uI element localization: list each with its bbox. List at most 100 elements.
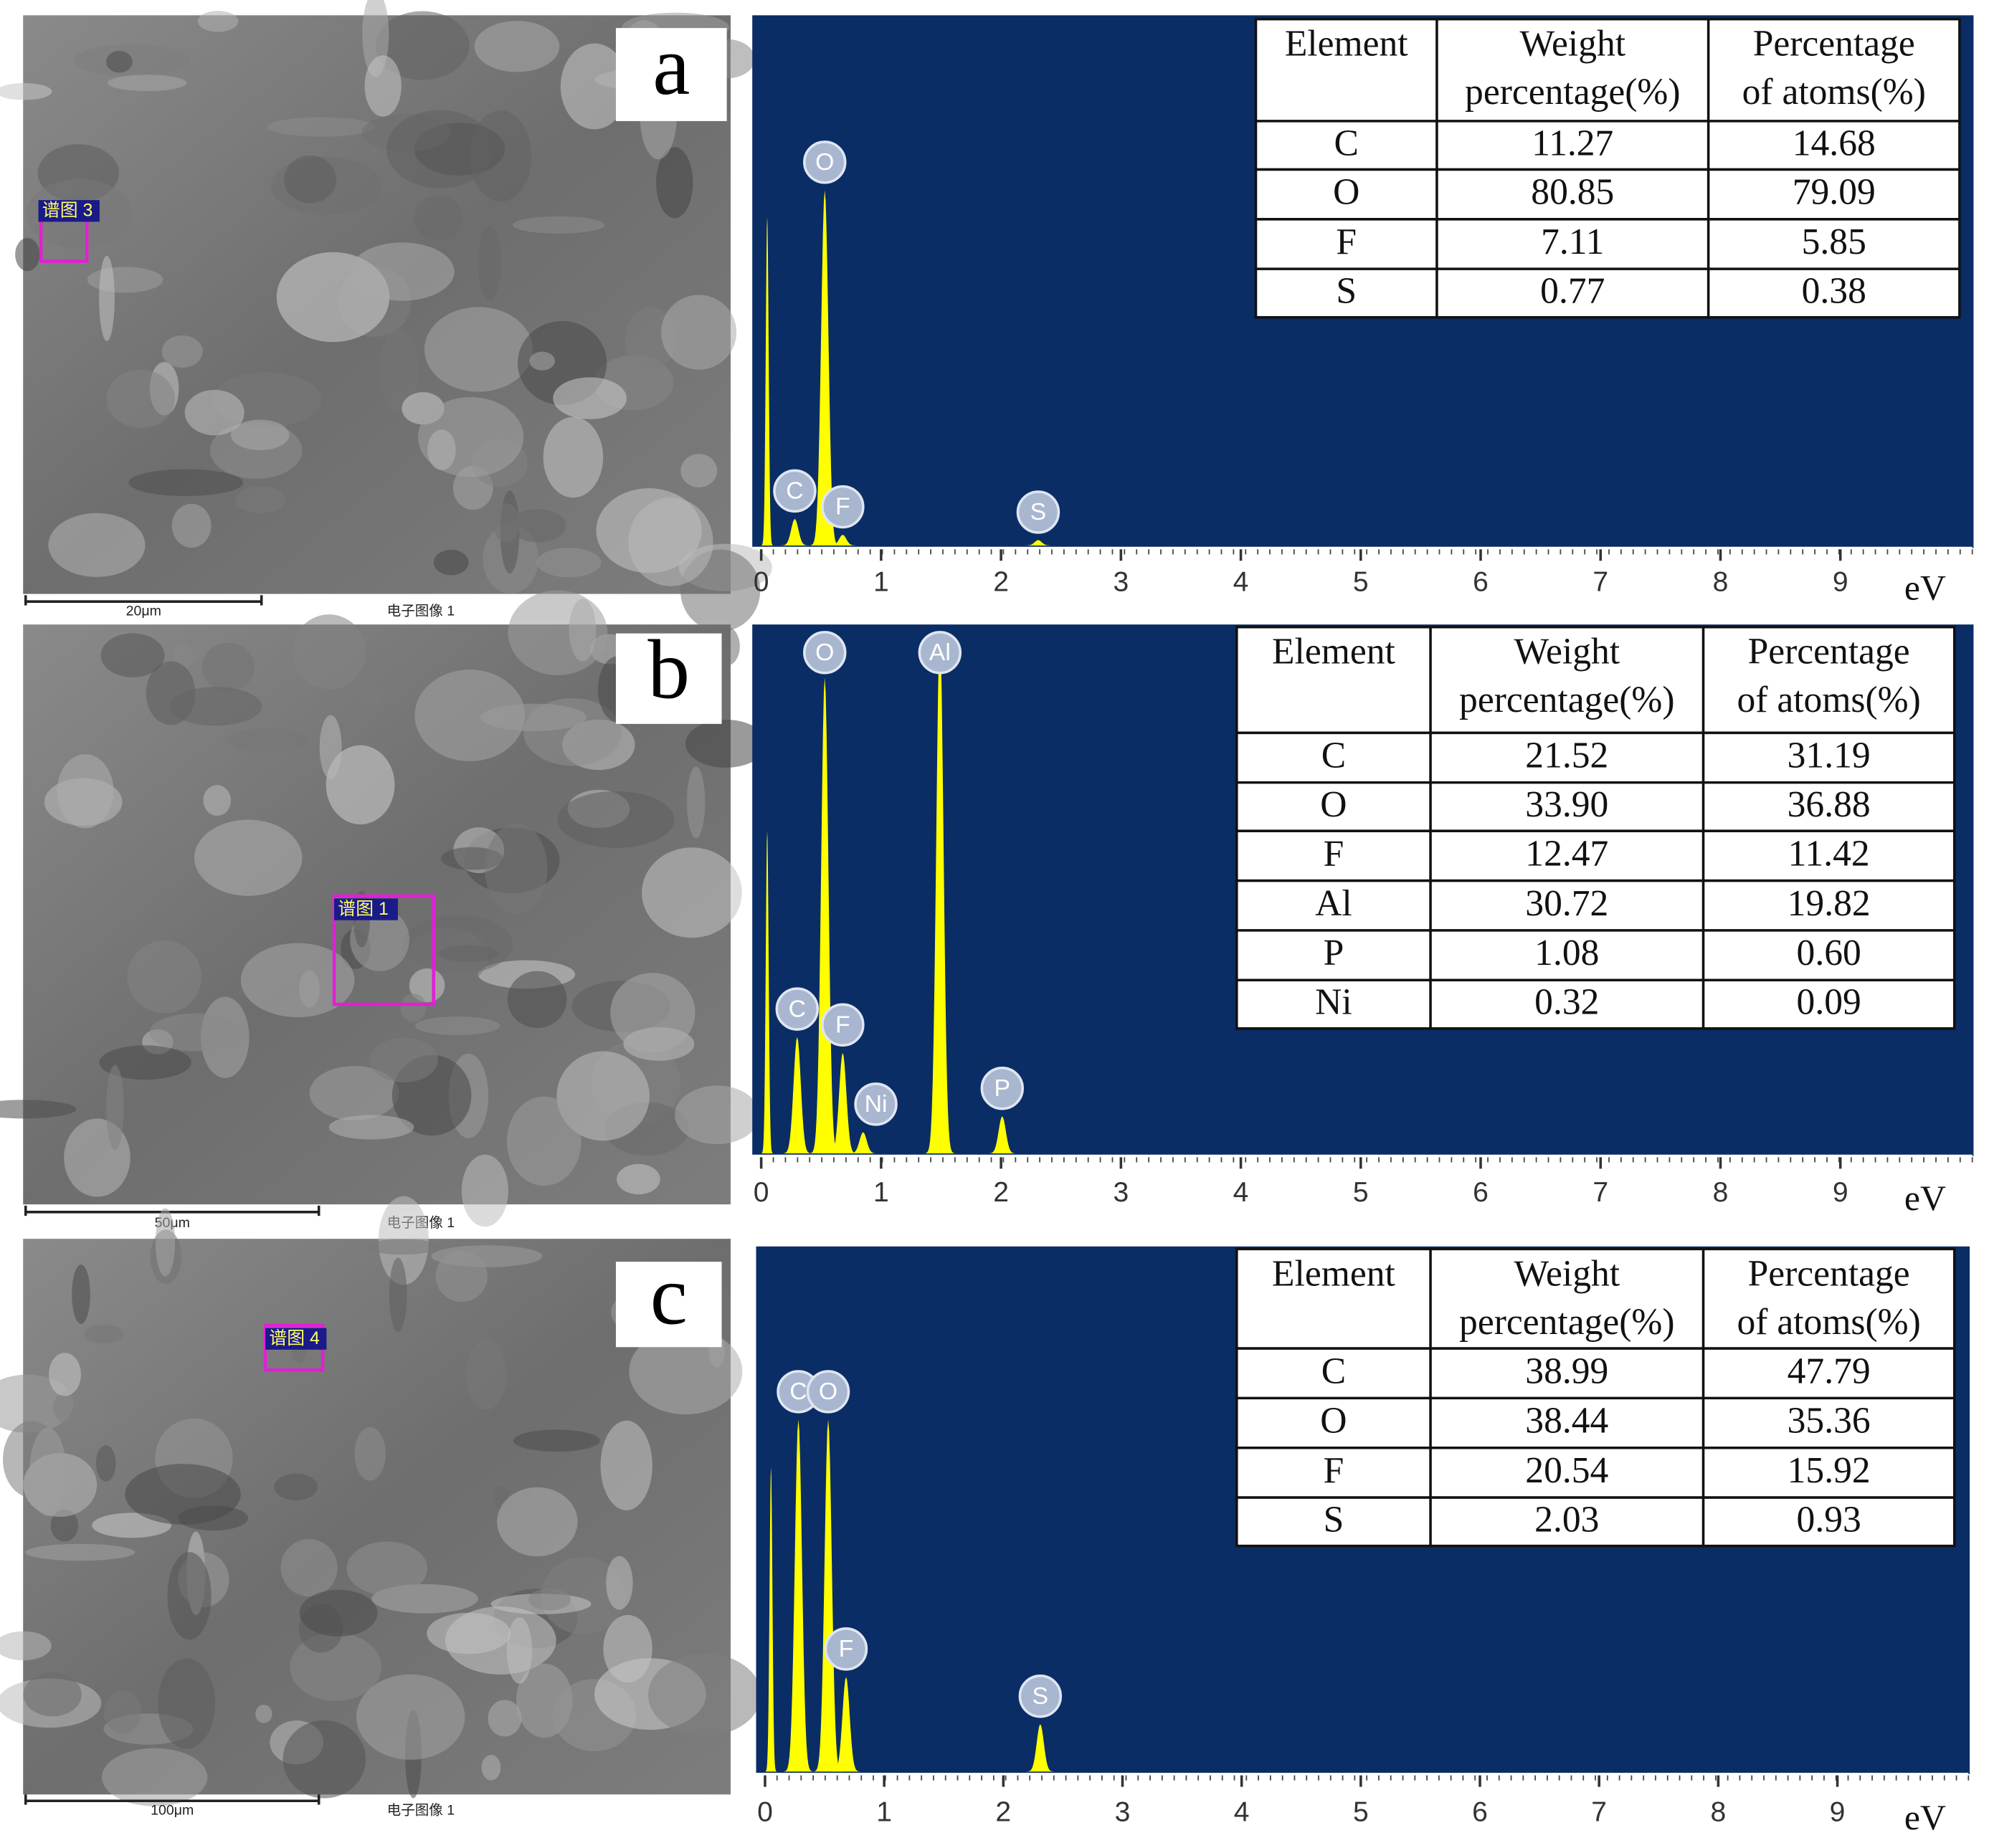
sem-texture: [100, 633, 165, 677]
sem-texture: [127, 940, 202, 1014]
sem-texture: [647, 1653, 761, 1736]
peak-label: F: [839, 1635, 854, 1662]
x-tick-label: 2: [993, 1177, 1009, 1208]
x-tick-label: 1: [873, 1177, 889, 1208]
peak: [828, 1052, 858, 1154]
table-header: Element: [1285, 24, 1408, 65]
table-cell: 14.68: [1793, 123, 1876, 163]
sem-texture: [415, 1016, 500, 1036]
table-cell: F: [1336, 222, 1357, 262]
sem-texture: [161, 335, 203, 368]
x-tick-label: 5: [1353, 1177, 1369, 1208]
sem-texture: [95, 1444, 116, 1482]
x-tick-label: 3: [1113, 567, 1129, 598]
table-header: Percentage: [1748, 632, 1910, 672]
peak: [761, 830, 774, 1154]
sem-texture: [350, 242, 455, 301]
peak-label-badge: [806, 1370, 850, 1414]
table-cell: 30.72: [1525, 883, 1608, 924]
x-tick-label: 0: [754, 567, 769, 598]
peak-label-badge: [821, 1003, 865, 1047]
sem-texture: [29, 1427, 67, 1517]
image-caption: 电子图像 1: [387, 604, 455, 619]
sem-texture: [106, 50, 133, 73]
sem-texture: [292, 614, 366, 690]
sem-texture: [553, 377, 627, 419]
sem-texture: [686, 766, 706, 839]
sem-texture: [529, 351, 555, 371]
sem-texture: [427, 429, 456, 470]
x-tick-label: 2: [993, 567, 1009, 598]
x-tick-label: 9: [1833, 567, 1848, 598]
table-cell: C: [1334, 123, 1359, 163]
peak-label-badge: [803, 140, 847, 184]
sem-texture: [87, 267, 163, 293]
sem-texture: [231, 419, 290, 450]
x-tick-label: 1: [873, 567, 889, 598]
panel-label: b: [647, 624, 690, 717]
table-cell: 80.85: [1531, 172, 1614, 213]
sem-texture: [49, 1353, 81, 1396]
sem-texture: [0, 82, 52, 100]
sem-texture: [656, 147, 693, 219]
peak: [782, 1037, 812, 1154]
sem-texture: [197, 11, 239, 32]
peak-label: F: [835, 493, 850, 520]
x-tick-label: 8: [1713, 1177, 1729, 1208]
sem-texture: [102, 1748, 208, 1806]
table-cell: P: [1324, 933, 1344, 973]
table-header: Percentage: [1748, 1253, 1910, 1294]
sem-texture: [480, 703, 587, 731]
peak-label-badge: [773, 469, 817, 513]
x-axis-label: eV: [1904, 1178, 1946, 1218]
x-tick-label: 4: [1234, 1796, 1250, 1827]
peak-label: C: [789, 995, 806, 1022]
peak-label: C: [789, 1378, 807, 1405]
peak: [780, 518, 810, 546]
x-tick-label: 8: [1713, 567, 1729, 598]
sem-texture: [57, 754, 114, 829]
sem-texture: [414, 195, 463, 241]
table: [1235, 625, 1956, 1030]
sem-texture: [155, 1208, 176, 1277]
table-cell: 38.99: [1525, 1351, 1608, 1391]
peak-label: O: [815, 639, 834, 666]
sem-texture: [485, 823, 548, 915]
sem-texture: [0, 1631, 52, 1661]
table-cell: F: [1324, 1450, 1344, 1491]
peak-label: F: [835, 1011, 850, 1038]
scale-bar-label: 20μm: [126, 604, 161, 619]
sem-texture: [507, 971, 567, 1029]
peak: [765, 1467, 777, 1772]
sem-texture: [283, 1720, 366, 1799]
x-axis-label: eV: [1904, 568, 1946, 607]
x-tick-label: 1: [876, 1796, 892, 1827]
sem-texture: [536, 548, 602, 578]
sem-texture: [227, 728, 308, 753]
table-cell: 20.54: [1525, 1450, 1608, 1491]
x-tick-label: 4: [1233, 1177, 1249, 1208]
table-cell: 36.88: [1788, 784, 1871, 825]
sem-texture: [235, 486, 285, 513]
sem-texture: [424, 307, 533, 392]
sem-texture: [543, 416, 604, 498]
sem-texture: [600, 1420, 652, 1510]
panel-label: c: [650, 1249, 688, 1343]
table-cell: 79.09: [1793, 172, 1876, 213]
sem-texture: [386, 110, 494, 189]
sem-texture: [465, 1339, 507, 1410]
sem-texture: [52, 1387, 106, 1427]
peak-label-badge: [918, 631, 962, 675]
table-cell: 15.92: [1788, 1450, 1871, 1491]
sem-texture: [23, 1672, 82, 1717]
sem-texture: [433, 549, 469, 576]
x-tick-label: 0: [754, 1177, 769, 1208]
sem-texture: [493, 503, 520, 543]
sem-texture: [149, 1013, 244, 1052]
table-cell: 2.03: [1534, 1499, 1599, 1540]
table-cell: F: [1324, 833, 1344, 874]
spectrum-tag: 谱图 3: [42, 201, 93, 221]
peak-label-badge: [1016, 490, 1060, 534]
